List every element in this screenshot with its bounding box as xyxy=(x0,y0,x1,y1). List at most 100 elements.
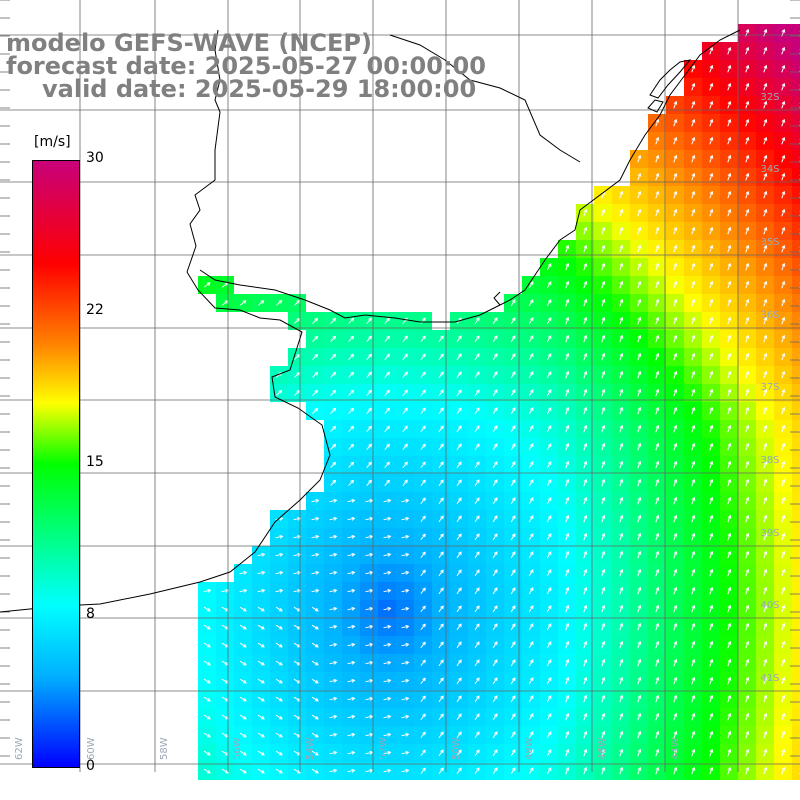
wind-arrow xyxy=(383,588,392,593)
wind-arrow xyxy=(528,551,534,559)
wind-cell xyxy=(792,618,800,636)
coastline-uruguay xyxy=(199,29,741,323)
wind-arrow xyxy=(330,389,337,396)
wind-arrow xyxy=(366,335,372,342)
wind-arrow xyxy=(637,514,642,523)
wind-arrow xyxy=(348,389,355,396)
wind-arrow xyxy=(565,622,570,631)
wind-arrow xyxy=(727,766,732,775)
wind-arrow xyxy=(528,389,534,397)
wind-arrow xyxy=(510,479,516,487)
wind-arrow xyxy=(275,660,283,666)
wind-arrow xyxy=(619,406,624,415)
wind-arrow xyxy=(510,623,516,631)
wind-arrow xyxy=(510,497,516,505)
wind-arrow xyxy=(691,262,696,271)
wind-arrow xyxy=(781,424,786,433)
wind-arrow xyxy=(565,244,570,253)
forecast-date: forecast date: 2025-05-27 00:00:00 xyxy=(6,52,486,80)
wind-arrow xyxy=(402,389,408,397)
coastline-rio-de-la-plata xyxy=(186,29,221,273)
wind-arrow xyxy=(583,334,588,343)
wind-arrow xyxy=(727,442,732,451)
wind-arrow xyxy=(781,118,786,127)
wind-arrow xyxy=(655,388,660,397)
wind-arrow xyxy=(546,605,552,613)
wind-arrow xyxy=(257,768,265,774)
wind-arrow xyxy=(691,208,696,217)
wind-arrow xyxy=(691,550,696,559)
wind-arrow xyxy=(673,550,678,559)
wind-arrow xyxy=(655,280,660,289)
wind-arrow xyxy=(311,552,320,557)
wind-arrow xyxy=(546,569,552,577)
wind-arrow xyxy=(492,335,498,343)
wind-arrow xyxy=(275,606,283,612)
wind-arrow xyxy=(655,136,660,145)
wind-arrow xyxy=(366,317,372,324)
wind-arrow xyxy=(347,732,356,737)
wind-arrow xyxy=(745,586,750,595)
wind-arrow xyxy=(637,352,642,361)
wind-arrow xyxy=(781,136,786,145)
wind-arrow xyxy=(691,496,696,505)
wind-arrow xyxy=(745,154,750,163)
wind-arrow xyxy=(384,461,390,468)
wind-arrow xyxy=(420,425,426,433)
wind-arrow xyxy=(366,407,372,414)
wind-arrow xyxy=(420,353,426,361)
wind-arrow xyxy=(510,677,516,685)
wind-arrow xyxy=(673,334,678,343)
wind-arrow xyxy=(601,496,606,505)
wind-arrow xyxy=(583,298,588,307)
wind-arrow xyxy=(709,334,714,343)
wind-arrow xyxy=(781,262,786,271)
wind-cell xyxy=(792,402,800,420)
wind-arrow xyxy=(329,678,338,683)
wind-arrow xyxy=(312,335,319,342)
wind-arrow xyxy=(709,316,714,325)
wind-arrow xyxy=(565,370,570,379)
wind-cell xyxy=(792,600,800,618)
wind-arrow xyxy=(763,118,768,127)
wind-arrow xyxy=(528,533,534,541)
wind-arrow xyxy=(456,659,462,667)
wind-arrow xyxy=(510,641,516,649)
wind-arrow xyxy=(546,677,552,685)
wind-arrow xyxy=(583,748,588,757)
wind-arrow xyxy=(763,298,768,307)
wind-arrow xyxy=(420,317,426,325)
wind-arrow xyxy=(673,640,678,649)
wind-arrow xyxy=(781,622,786,631)
wind-arrow xyxy=(330,461,337,468)
wind-arrow xyxy=(619,604,624,613)
wind-arrow xyxy=(601,226,606,235)
wind-arrow xyxy=(203,696,211,702)
wind-arrow xyxy=(492,695,498,703)
wind-arrow xyxy=(709,712,714,721)
wind-arrow xyxy=(311,588,320,593)
wind-arrow xyxy=(456,551,462,559)
wind-arrow xyxy=(619,190,624,199)
wind-arrow xyxy=(781,100,786,109)
wind-arrow xyxy=(745,190,750,199)
wind-arrow xyxy=(456,515,462,523)
lon-label: 62W xyxy=(14,737,25,760)
wind-arrow xyxy=(583,424,588,433)
lagoa-mirim xyxy=(647,99,664,113)
wind-arrow xyxy=(492,659,498,667)
wind-arrow xyxy=(709,748,714,757)
colorbar-tick-8: 8 xyxy=(86,606,95,622)
wind-arrow xyxy=(420,587,426,595)
wind-arrow xyxy=(528,515,534,523)
wind-arrow xyxy=(510,425,516,433)
wind-arrow xyxy=(637,370,642,379)
wind-arrow xyxy=(203,282,211,288)
wind-arrow xyxy=(673,226,678,235)
wind-arrow xyxy=(239,750,247,756)
wind-arrow xyxy=(619,208,624,217)
wind-arrow xyxy=(763,280,768,289)
wind-arrow xyxy=(781,370,786,379)
wind-cell xyxy=(792,114,800,132)
wind-arrow xyxy=(311,750,319,756)
